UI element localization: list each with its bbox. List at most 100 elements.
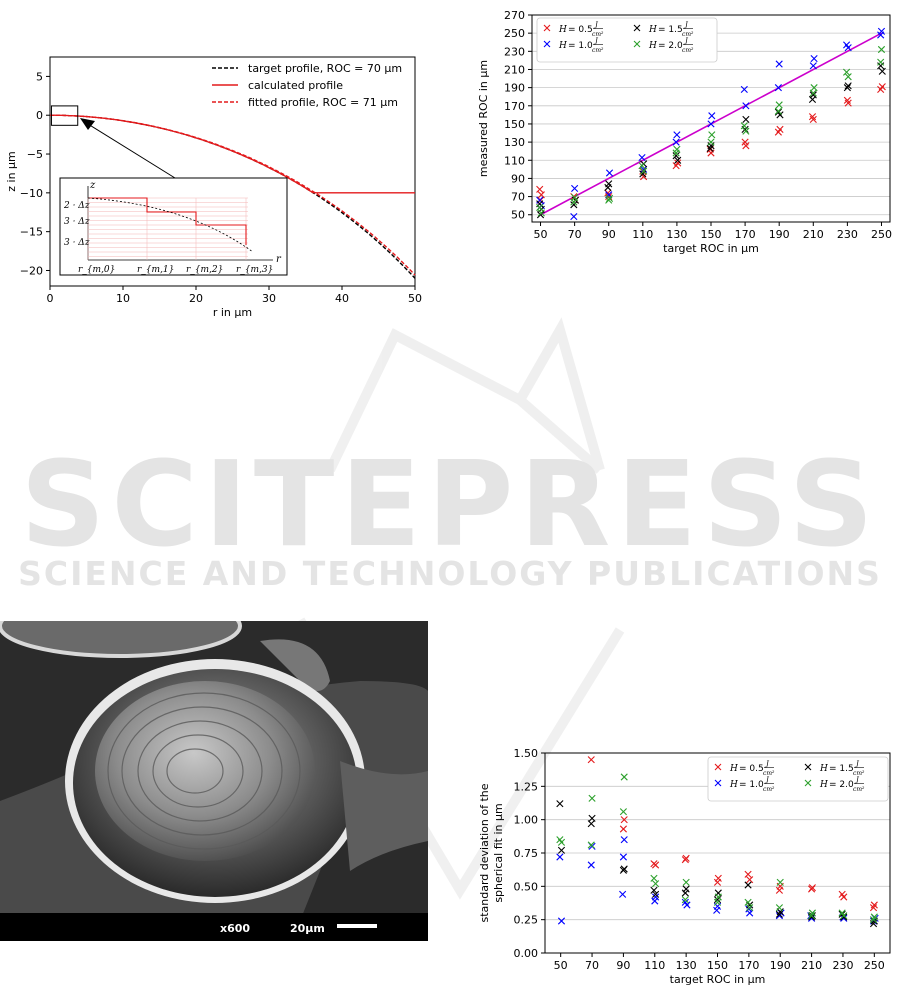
ytick-label: 70	[511, 191, 525, 204]
point-2-6	[650, 886, 658, 894]
point-3-4	[620, 773, 628, 781]
xtick-label: 230	[832, 959, 853, 972]
point-3-12	[740, 122, 748, 130]
point-0-2	[619, 825, 627, 833]
point-1-13	[742, 102, 750, 110]
point-3-3	[587, 841, 595, 849]
inset-r-label-3: r_{m,3}	[236, 265, 273, 275]
point-1-8	[673, 131, 681, 139]
legend-item-1-h: H	[558, 41, 567, 51]
profile-xtick-label: 0	[47, 292, 54, 305]
point-2-13	[742, 115, 750, 123]
profile-inset: z r 2 · Δz 3 · Δz 3 · Δz r_{m,0} r_{m,1} r_{m,2…	[59, 177, 288, 276]
point-2-16	[776, 111, 784, 119]
point-3-20	[870, 913, 878, 921]
point-0-4	[651, 861, 660, 869]
legend-item-0-h: H	[558, 25, 567, 35]
point-3-8	[682, 878, 690, 886]
profile-xtick-label: 30	[262, 292, 276, 305]
point-3-4	[605, 194, 614, 202]
legend-item-0-marker	[543, 24, 551, 32]
point-3-15	[775, 904, 784, 912]
profile-legend-label-0: target profile, ROC = 70 µm	[248, 62, 402, 75]
point-1-16	[810, 54, 818, 63]
point-2-5	[619, 866, 627, 874]
legend-item-2-marker	[804, 763, 812, 771]
inset-r-label: r	[276, 254, 282, 265]
inset-r-label-1: r_{m,1}	[137, 265, 174, 275]
profile-zoom-arrowhead	[80, 118, 95, 130]
point-0-17	[870, 901, 878, 909]
xtick-label: 90	[602, 228, 616, 241]
point-0-9	[744, 870, 752, 878]
inset-r-label-0: r_{m,0}	[78, 265, 115, 275]
inset-step-profile	[88, 197, 247, 245]
point-2-12	[706, 144, 714, 153]
point-0-18	[808, 113, 817, 121]
chart2-content: 50 70 90 110 130 150 170 190 210 230 250 270 50 70 90 1…	[477, 9, 892, 255]
legend-item-3-marker	[804, 779, 812, 787]
legend-item-1-num: J	[764, 776, 770, 784]
legend-item-0-num: J	[764, 760, 770, 768]
xtick-label: 230	[837, 228, 858, 241]
inset-r-sub-label-2: r_{m,2}	[186, 265, 223, 275]
point-3-18	[842, 68, 851, 76]
point-2-6	[604, 183, 612, 192]
point-3-20	[877, 45, 886, 54]
ytick-label: 1.00	[514, 814, 539, 827]
point-1-9	[672, 138, 680, 146]
ytick-label: 0.50	[514, 880, 539, 893]
xtick-label: 90	[616, 959, 630, 972]
point-1-15	[774, 84, 782, 92]
roc-marks	[536, 27, 886, 221]
point-1-6	[638, 153, 646, 162]
profile-ytick-label: −20	[20, 264, 43, 277]
point-3-7	[651, 880, 660, 888]
point-1-0	[556, 853, 564, 861]
profile-xtick-label: 40	[335, 292, 349, 305]
point-3-0	[536, 203, 544, 212]
xtick-label: 130	[676, 959, 697, 972]
point-3-11	[713, 898, 722, 906]
point-2-1	[557, 846, 566, 854]
point-1-4	[605, 169, 614, 177]
point-2-12	[744, 881, 752, 889]
legend-item-3-h: H	[819, 780, 828, 790]
point-1-17	[809, 62, 817, 70]
point-1-1	[557, 917, 566, 925]
stddev-marks	[556, 756, 879, 928]
roc-y-label: measured ROC in µm	[477, 60, 490, 177]
xtick-label: 50	[554, 959, 568, 972]
point-3-6	[638, 162, 646, 170]
point-3-9	[681, 896, 689, 904]
ytick-label: 210	[504, 63, 525, 76]
profile-series-2	[50, 114, 416, 276]
ytick-label: 230	[504, 45, 525, 58]
point-0-10	[746, 876, 754, 884]
legend-box	[707, 756, 889, 802]
legend-item-1-marker	[714, 779, 722, 787]
ytick-label: 0.75	[514, 847, 539, 860]
legend-item-1-den: cm²	[763, 786, 775, 793]
ytick-label: 0.25	[514, 914, 539, 927]
roc-x-label: target ROC in µm	[663, 242, 759, 255]
legend-item-1-h: H	[729, 780, 738, 790]
xtick-label: 190	[769, 228, 790, 241]
legend-item-2-h: H	[819, 764, 828, 774]
xtick-label: 250	[871, 228, 892, 241]
inset-r-label-2: r_{m,2}	[186, 265, 223, 275]
xtick-label: 210	[803, 228, 824, 241]
point-3-5	[605, 196, 613, 204]
ytick-label: 170	[504, 100, 525, 113]
xtick-label: 150	[701, 228, 722, 241]
point-3-9	[672, 149, 680, 157]
point-3-7	[640, 167, 648, 175]
profile-ytick-label: −15	[20, 226, 43, 239]
legend-item-2-value: = 1.5	[829, 764, 854, 774]
sem-image: x600 20µm	[0, 621, 428, 941]
sem-magnification: x600	[220, 922, 251, 935]
point-0-16	[840, 893, 848, 901]
